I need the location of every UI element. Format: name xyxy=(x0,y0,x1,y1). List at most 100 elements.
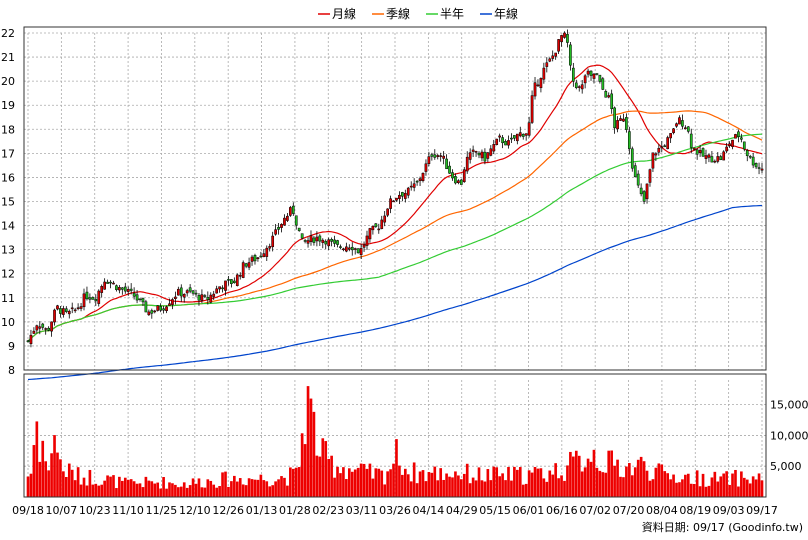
candlestick xyxy=(681,114,684,130)
volume-bar xyxy=(754,479,758,497)
candlestick xyxy=(468,148,472,164)
candle-body-up xyxy=(545,62,549,67)
candle-body-up xyxy=(492,144,496,152)
candle-body-up xyxy=(383,215,387,223)
candle-body-down xyxy=(221,287,224,290)
candle-body-down xyxy=(689,133,693,148)
candlestick xyxy=(663,144,667,148)
candle-body-up xyxy=(274,229,277,235)
volume-bar xyxy=(403,468,407,497)
volume-bar xyxy=(728,484,731,497)
candlestick xyxy=(530,90,534,125)
volume-bar xyxy=(669,479,672,497)
candle-body-up xyxy=(286,215,289,221)
candle-body-up xyxy=(76,307,80,309)
candle-body-up xyxy=(619,118,622,121)
candle-body-up xyxy=(462,169,466,183)
candlestick xyxy=(212,290,216,301)
candle-body-down xyxy=(639,187,643,195)
candle-body-up xyxy=(79,306,83,309)
volume-bar xyxy=(132,481,136,497)
candlestick xyxy=(123,282,127,294)
x-tick-label: 01/13 xyxy=(246,504,278,517)
candlestick xyxy=(241,260,245,279)
candlestick xyxy=(235,273,239,287)
candlestick xyxy=(551,50,555,62)
candlestick xyxy=(560,34,563,47)
candle-body-down xyxy=(663,145,667,147)
volume-bar xyxy=(141,487,145,497)
price-tick-label: 18 xyxy=(1,123,15,136)
volume-bar xyxy=(277,479,280,497)
candlestick xyxy=(26,340,30,343)
price-tick-label: 22 xyxy=(1,27,15,40)
candle-body-up xyxy=(38,326,42,329)
candlestick xyxy=(79,303,83,312)
candle-body-down xyxy=(197,295,201,301)
volume-bar xyxy=(477,467,481,497)
volume-bar xyxy=(492,466,496,497)
candlestick xyxy=(97,289,101,307)
candle-body-down xyxy=(757,167,761,169)
candle-body-down xyxy=(356,248,360,254)
candle-body-down xyxy=(336,240,339,245)
volume-bar xyxy=(580,471,584,497)
candlestick xyxy=(607,92,611,99)
volume-bar xyxy=(689,483,693,497)
candle-body-up xyxy=(347,247,351,250)
candle-body-up xyxy=(657,147,661,153)
candle-body-up xyxy=(760,168,764,171)
volume-bar xyxy=(41,440,45,497)
candlestick xyxy=(592,73,596,84)
volume-bar xyxy=(740,471,743,497)
volume-bar xyxy=(377,468,381,497)
candlestick xyxy=(377,223,381,234)
volume-bar xyxy=(681,479,684,497)
candlestick xyxy=(442,151,445,165)
volume-bar xyxy=(312,411,316,497)
candle-body-up xyxy=(73,309,77,312)
candlestick xyxy=(589,70,593,81)
candle-body-down xyxy=(445,158,448,170)
candlestick xyxy=(56,304,59,311)
volume-bar xyxy=(536,468,540,497)
candlesticks xyxy=(26,29,764,348)
candle-body-up xyxy=(262,253,266,258)
candle-body-up xyxy=(165,306,168,312)
candlestick xyxy=(577,85,581,92)
volume-bar xyxy=(389,469,392,497)
footer-date-label: 資料日期: 09/17 (Goodinfo.tw) xyxy=(642,520,803,534)
candlestick xyxy=(757,162,761,175)
candle-body-up xyxy=(577,86,581,88)
candle-body-down xyxy=(85,291,89,300)
volume-bar xyxy=(342,467,345,497)
candle-body-up xyxy=(474,151,478,153)
volume-bar xyxy=(489,480,493,497)
axes xyxy=(23,26,767,498)
candlestick xyxy=(710,151,714,163)
candlestick xyxy=(610,89,614,114)
volume-bar xyxy=(516,469,519,497)
candlestick xyxy=(380,215,384,230)
candle-body-down xyxy=(681,120,684,127)
candle-body-down xyxy=(106,281,109,284)
candlestick xyxy=(678,115,681,125)
volume-bar xyxy=(448,476,451,497)
candle-body-up xyxy=(442,155,445,159)
volume-bar xyxy=(654,467,658,497)
x-tick-label: 08/19 xyxy=(679,504,711,517)
x-tick-label: 07/02 xyxy=(579,504,611,517)
candle-body-up xyxy=(468,152,472,160)
candlestick xyxy=(221,285,224,293)
volume-bar xyxy=(268,486,272,497)
candle-body-up xyxy=(645,183,649,200)
volume-bar xyxy=(574,450,578,497)
candle-body-up xyxy=(29,334,33,344)
ma-line-halfyear xyxy=(27,133,763,342)
candle-body-up xyxy=(622,118,625,122)
volume-bar xyxy=(616,459,619,497)
candlestick xyxy=(141,297,145,306)
candlestick xyxy=(454,173,457,185)
volume-bar xyxy=(215,487,218,497)
candle-body-up xyxy=(247,262,251,268)
